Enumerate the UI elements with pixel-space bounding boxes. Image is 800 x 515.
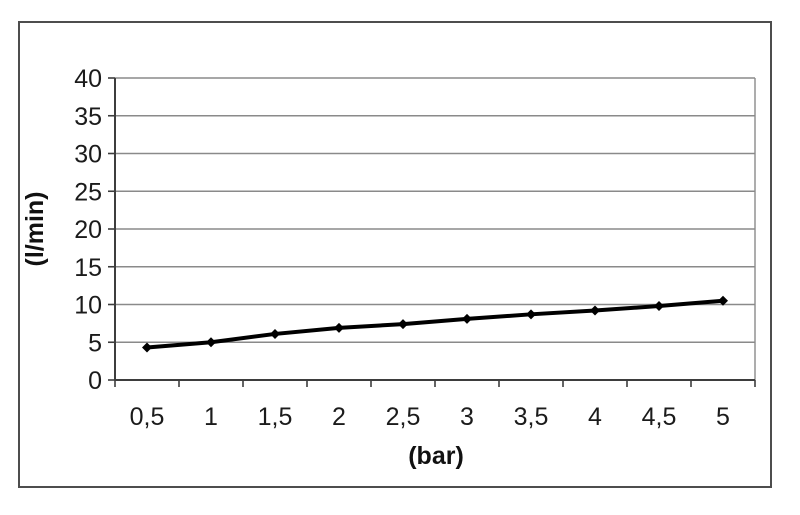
x-tick-label: 4,5	[642, 403, 677, 431]
y-tick-label: 10	[74, 292, 102, 320]
data-point-marker	[526, 309, 536, 320]
data-point-marker	[398, 319, 408, 330]
y-tick-label: 0	[88, 367, 102, 395]
plot-area: 0 5 10 15 20 25 30 35 40 0,5 1 1,5 2 2,5 3 3,5 4 4,5 5	[74, 65, 756, 431]
data-point-marker	[462, 313, 472, 324]
y-tick-label: 30	[74, 141, 102, 169]
y-tick-label: 5	[88, 329, 102, 357]
x-tick-label: 0,5	[130, 403, 165, 431]
x-tick-label: 3,5	[514, 403, 549, 431]
series-line	[145, 298, 725, 350]
data-point-marker	[718, 295, 728, 306]
y-tick-label: 15	[74, 254, 102, 282]
x-axis-title: (bar)	[408, 442, 464, 470]
x-tick-label: 2,5	[386, 403, 421, 431]
y-tick-label: 20	[74, 216, 102, 244]
data-point-marker	[590, 305, 600, 316]
data-point-marker	[334, 322, 344, 333]
data-point-marker	[270, 328, 280, 339]
x-tick-label: 5	[716, 403, 730, 431]
data-point-marker	[654, 301, 664, 312]
data-point-marker	[206, 337, 216, 348]
y-tick-label: 25	[74, 178, 102, 206]
y-axis-title: (l/min)	[21, 192, 49, 267]
y-tick-label: 35	[74, 103, 102, 131]
x-tick-label: 4	[588, 403, 602, 431]
chart-border	[18, 21, 772, 488]
y-tick-label: 40	[74, 65, 102, 93]
x-tick-label: 2	[332, 403, 346, 431]
x-tick-label: 1	[204, 403, 218, 431]
x-tick-label: 3	[460, 403, 474, 431]
x-tick-label: 1,5	[258, 403, 293, 431]
data-point-marker	[142, 342, 152, 353]
